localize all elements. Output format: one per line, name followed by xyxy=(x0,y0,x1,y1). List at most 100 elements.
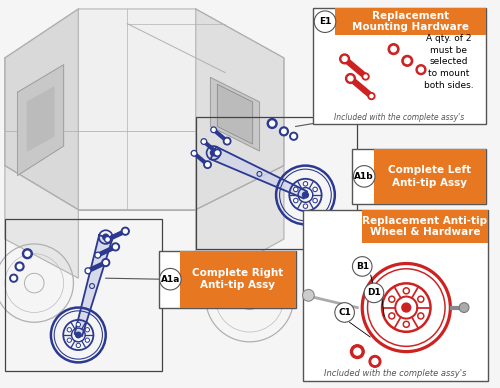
Polygon shape xyxy=(5,9,284,210)
Circle shape xyxy=(86,269,90,272)
Text: A1a: A1a xyxy=(160,275,180,284)
Circle shape xyxy=(304,183,306,185)
Circle shape xyxy=(96,254,100,257)
Circle shape xyxy=(314,199,316,202)
Circle shape xyxy=(404,58,410,64)
Circle shape xyxy=(388,44,399,54)
Text: Replacement Anti-tip
Wheel & Hardware: Replacement Anti-tip Wheel & Hardware xyxy=(362,215,488,237)
Polygon shape xyxy=(5,9,78,210)
Text: D1: D1 xyxy=(367,288,381,297)
Circle shape xyxy=(294,199,298,203)
Circle shape xyxy=(390,314,394,317)
Polygon shape xyxy=(196,166,284,288)
Circle shape xyxy=(68,328,71,332)
Circle shape xyxy=(304,204,308,208)
Circle shape xyxy=(335,303,354,322)
Text: A qty. of 2
must be
selected
to mount
both sides.: A qty. of 2 must be selected to mount bo… xyxy=(424,34,473,90)
Circle shape xyxy=(282,129,286,133)
Circle shape xyxy=(192,151,197,156)
Circle shape xyxy=(270,121,274,126)
Circle shape xyxy=(418,313,424,319)
Circle shape xyxy=(102,259,110,267)
Circle shape xyxy=(68,329,70,331)
FancyBboxPatch shape xyxy=(158,251,296,308)
FancyBboxPatch shape xyxy=(304,210,488,381)
Circle shape xyxy=(402,303,410,312)
Circle shape xyxy=(304,205,306,207)
Circle shape xyxy=(192,152,196,155)
Circle shape xyxy=(372,359,378,364)
FancyBboxPatch shape xyxy=(335,8,486,35)
Circle shape xyxy=(95,252,100,258)
Circle shape xyxy=(292,134,296,138)
Circle shape xyxy=(302,289,314,301)
Circle shape xyxy=(354,348,361,355)
Circle shape xyxy=(10,274,18,282)
Circle shape xyxy=(85,268,91,274)
Circle shape xyxy=(202,140,205,143)
Circle shape xyxy=(76,343,80,347)
Circle shape xyxy=(304,182,308,186)
Circle shape xyxy=(314,11,336,33)
Circle shape xyxy=(68,338,71,342)
Circle shape xyxy=(313,199,317,203)
Circle shape xyxy=(114,245,117,249)
FancyBboxPatch shape xyxy=(180,251,296,308)
Circle shape xyxy=(212,128,215,131)
Circle shape xyxy=(224,137,231,145)
Text: E1: E1 xyxy=(319,17,331,26)
Circle shape xyxy=(18,264,22,268)
Circle shape xyxy=(362,73,369,80)
Circle shape xyxy=(104,237,110,242)
Circle shape xyxy=(12,276,16,280)
Text: Included with the complete assy's: Included with the complete assy's xyxy=(324,369,466,378)
Circle shape xyxy=(364,283,384,303)
Circle shape xyxy=(368,93,375,100)
Circle shape xyxy=(313,187,317,191)
Circle shape xyxy=(122,227,129,235)
Circle shape xyxy=(106,238,109,241)
Circle shape xyxy=(112,243,120,251)
Polygon shape xyxy=(218,84,252,144)
Circle shape xyxy=(350,345,364,359)
Circle shape xyxy=(314,188,316,191)
Circle shape xyxy=(86,338,89,342)
Circle shape xyxy=(390,298,394,301)
Circle shape xyxy=(404,323,408,326)
Polygon shape xyxy=(74,235,112,336)
Circle shape xyxy=(86,328,89,332)
Circle shape xyxy=(226,139,229,143)
Circle shape xyxy=(160,268,181,290)
Circle shape xyxy=(210,150,216,156)
Circle shape xyxy=(216,151,219,155)
Circle shape xyxy=(352,256,372,276)
FancyBboxPatch shape xyxy=(314,8,486,123)
Circle shape xyxy=(206,163,210,166)
Polygon shape xyxy=(18,65,64,175)
Circle shape xyxy=(348,76,353,81)
Circle shape xyxy=(268,119,277,128)
Circle shape xyxy=(403,288,409,294)
Circle shape xyxy=(294,187,298,191)
Circle shape xyxy=(416,65,426,74)
Circle shape xyxy=(340,54,349,64)
Circle shape xyxy=(388,313,395,319)
FancyBboxPatch shape xyxy=(352,149,486,204)
Circle shape xyxy=(404,289,408,293)
Circle shape xyxy=(295,199,297,202)
Circle shape xyxy=(211,127,216,133)
Circle shape xyxy=(370,95,373,98)
Circle shape xyxy=(68,339,70,341)
Polygon shape xyxy=(196,9,284,210)
Text: Included with the complete assy's: Included with the complete assy's xyxy=(334,113,464,122)
Circle shape xyxy=(204,161,212,168)
Circle shape xyxy=(104,261,108,265)
Text: B1: B1 xyxy=(356,262,369,271)
Text: A1b: A1b xyxy=(354,172,374,181)
Text: C1: C1 xyxy=(338,308,351,317)
Circle shape xyxy=(78,345,80,346)
Text: Complete Right
Anti-tip Assy: Complete Right Anti-tip Assy xyxy=(192,268,284,290)
Circle shape xyxy=(419,298,422,301)
Polygon shape xyxy=(28,87,54,151)
Circle shape xyxy=(86,329,88,331)
